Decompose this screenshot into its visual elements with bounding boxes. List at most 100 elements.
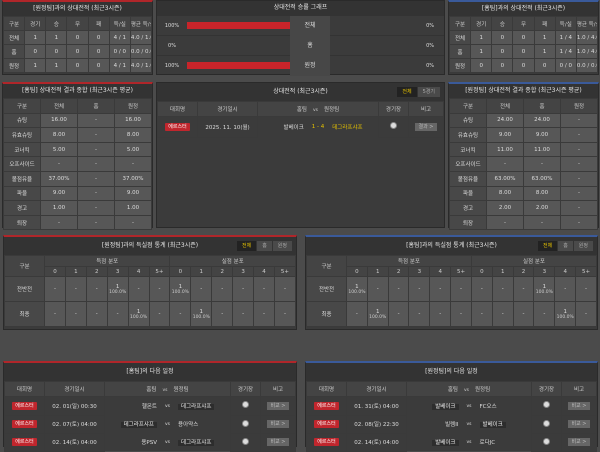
count: -: [501, 311, 504, 317]
vs-label: vs: [466, 439, 472, 445]
league-badge[interactable]: 에르스터: [12, 438, 37, 446]
row-label: 경고: [449, 200, 487, 216]
away-team[interactable]: 데그라프샤프: [178, 404, 215, 410]
league-header: 대회명: [4, 381, 45, 397]
cell: 37.00%: [114, 170, 152, 187]
count: -: [397, 311, 400, 317]
home-team[interactable]: 발베이크: [432, 404, 459, 410]
compare-button[interactable]: 비교 >: [567, 438, 591, 446]
table-row: 최종 - - - -1 100.0% - -1 100.0% - - - -: [4, 301, 297, 327]
cell: 24.00: [486, 112, 524, 129]
compare-button[interactable]: 비교 >: [266, 401, 290, 410]
row-label: 슈팅: [3, 112, 41, 129]
cell: -: [470, 276, 493, 302]
away-team[interactable]: 용아약스: [178, 422, 199, 428]
cell: 9.00: [486, 127, 524, 143]
home-team[interactable]: 발베이크: [432, 440, 459, 446]
home-team[interactable]: 헬몬트: [141, 404, 157, 410]
count: -: [460, 286, 463, 292]
tab-5-games[interactable]: 5경기: [417, 87, 440, 97]
date-header: 경기일시: [346, 381, 407, 397]
panel-title: [홈팀] 상대전적 결과 종합 (최근3시즌 평균): [3, 84, 152, 98]
match-date: 02. 01(일) 00:30: [44, 396, 105, 416]
column-header: 구분: [3, 98, 41, 114]
vs-label: vs: [165, 403, 171, 409]
league-badge[interactable]: 에르스터: [165, 122, 190, 131]
summary-right-panel: [원정팀] 상대전적 결과 종합 (최근3시즌 평균) 구분 전체 홈 원정 슈팅 24.…: [448, 82, 599, 231]
compare-button[interactable]: 결과 >: [414, 122, 438, 131]
count: 1: [199, 308, 204, 315]
count: 1: [115, 283, 120, 290]
cell: 1 100.0%: [106, 276, 129, 302]
match-date: 02. 14(토) 04:00: [44, 432, 105, 452]
cell: 4 / 1: [108, 58, 131, 73]
note-cell: 비교 >: [561, 432, 597, 452]
vs-label: vs: [466, 403, 472, 409]
table-row: 퇴장 - - -: [449, 214, 598, 231]
column-header: 평균 득/실: [575, 16, 599, 31]
cell: 0: [87, 44, 110, 59]
tab-away[interactable]: 원정: [272, 241, 292, 251]
compare-button[interactable]: 비교 >: [266, 438, 290, 446]
away-team[interactable]: 발베이크: [479, 422, 506, 428]
tab-all[interactable]: 전체: [397, 87, 417, 97]
league-badge[interactable]: 에르스터: [314, 420, 339, 428]
cell: 1 100.0%: [346, 276, 368, 302]
cell: 0: [66, 44, 89, 59]
left-percent: 100%: [164, 62, 180, 69]
table-row: 오프사이드 - - -: [449, 156, 598, 172]
away-team[interactable]: 로다JC: [479, 440, 496, 446]
compare-button[interactable]: 비교 >: [567, 420, 591, 428]
table-row: 슈팅 24.00 24.00-: [449, 112, 598, 129]
table-row: 코너킥 11.00 11.00-: [449, 141, 598, 158]
away-team[interactable]: 데그라프샤프: [178, 440, 215, 446]
cell: -: [512, 301, 535, 327]
tab-home[interactable]: 홈: [558, 241, 573, 251]
note-cell: 비교 >: [561, 396, 597, 416]
count: -: [355, 311, 358, 317]
away-team[interactable]: 데그라프샤프: [332, 125, 363, 131]
column-header: 무: [66, 16, 89, 31]
cell: 1: [470, 30, 493, 45]
cell: -: [77, 141, 115, 158]
away-team[interactable]: FC오스: [479, 404, 497, 410]
tab-away[interactable]: 원정: [573, 241, 593, 251]
cell: -: [85, 276, 108, 302]
league-badge[interactable]: 에르스터: [314, 438, 339, 446]
cell: -: [211, 301, 234, 327]
league-badge[interactable]: 에르스터: [12, 401, 37, 410]
cell: 8.00: [486, 185, 524, 202]
panel-title: [원정팀]과의 상대전적 (최근3시즌): [3, 2, 152, 16]
home-header: 홈팀: [146, 387, 157, 393]
cell: 0: [66, 58, 89, 73]
home-team[interactable]: 발베이크: [283, 125, 304, 131]
cell: -: [77, 170, 115, 187]
home-team[interactable]: 빌렘II: [445, 422, 459, 428]
league-badge[interactable]: 에르스터: [12, 420, 37, 428]
cell: 1 / 4: [554, 44, 577, 59]
league-badge[interactable]: 에르스터: [314, 401, 339, 410]
column-header: 패: [87, 16, 110, 31]
note-header: 비고: [260, 381, 296, 397]
cell: -: [523, 156, 561, 172]
panel-title: [원정팀]의 다음 일정: [306, 363, 597, 381]
venue-cell: [531, 432, 562, 452]
goals-left-title: [원정팀]과의 득실점 통계 (최근3시즌): [101, 242, 199, 249]
home-team[interactable]: 데그라프샤프: [120, 422, 157, 428]
tab-all[interactable]: 전체: [537, 241, 558, 251]
stadium-icon: [390, 122, 397, 130]
home-team[interactable]: 용PSV: [141, 440, 157, 446]
row-label: 코너킥: [449, 141, 487, 158]
count: -: [95, 286, 98, 292]
cell: -: [190, 276, 213, 302]
percent: 100.0%: [535, 289, 553, 295]
league-cell: 에르스터: [306, 396, 347, 416]
table-row: 볼점유율 37.00% -37.00%: [3, 170, 152, 187]
tab-all[interactable]: 전체: [236, 241, 257, 251]
compare-button[interactable]: 비교 >: [266, 420, 290, 428]
tab-home[interactable]: 홈: [257, 241, 272, 251]
table-row: 경고 2.00 2.00-: [449, 200, 598, 216]
cell: 0 / 0: [554, 58, 577, 73]
compare-button[interactable]: 비교 >: [567, 401, 591, 410]
cell: 0: [491, 44, 514, 59]
